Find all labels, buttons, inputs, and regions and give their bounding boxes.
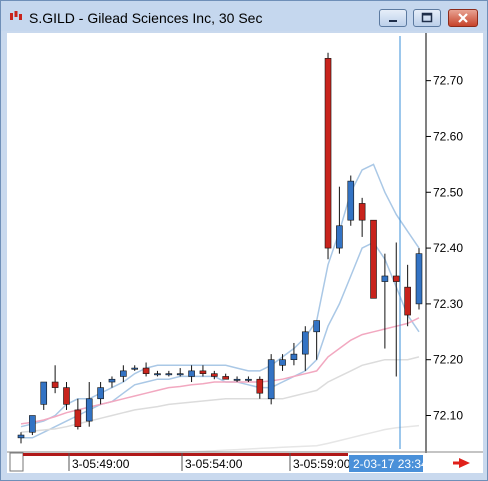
candle-body [199, 370, 207, 374]
scroll-right-arrow-icon[interactable] [453, 458, 470, 468]
price-tick-label: 72.50 [433, 185, 463, 199]
minimize-button[interactable] [379, 9, 407, 27]
price-tick-label: 72.60 [433, 129, 463, 143]
minimize-icon [389, 20, 397, 22]
title-bar[interactable]: S.GILD - Gilead Sciences Inc, 30 Sec [1, 1, 487, 31]
candle-body [97, 387, 104, 400]
chart-app-icon [10, 11, 22, 20]
candle-body [256, 378, 264, 394]
price-tick-label: 72.20 [433, 353, 463, 367]
price-tick-label: 72.40 [433, 241, 463, 255]
maximize-icon [421, 12, 433, 23]
candle-body [358, 203, 366, 221]
price-axis[interactable] [426, 33, 483, 453]
candle-body [245, 378, 252, 381]
candle-body [290, 353, 298, 361]
candle-body [154, 373, 161, 376]
candle-body [74, 409, 82, 427]
candle-body [370, 219, 377, 299]
close-button[interactable] [448, 9, 478, 27]
candle-body [211, 373, 218, 377]
time-tick-label: 3-05:59:00 [293, 457, 351, 471]
candle-body [131, 367, 139, 370]
scrollbar-track[interactable] [23, 453, 348, 456]
candle-body [336, 225, 343, 249]
moving-average-line-4 [20, 356, 420, 434]
cursor-time-badge [349, 455, 423, 472]
candles [17, 52, 423, 444]
candle-body [313, 320, 320, 333]
price-tick-label: 72.70 [433, 74, 463, 88]
scroll-left-handle[interactable] [9, 452, 24, 472]
candle-body [267, 359, 275, 400]
candle-body [233, 378, 241, 381]
moving-average-line-3 [20, 317, 420, 425]
candle-body [404, 286, 411, 316]
time-tick-label: 3-05:54:00 [185, 457, 243, 471]
cursor-time-label: 2-03-17 23:34:00 [353, 457, 445, 471]
close-icon [458, 13, 468, 23]
candle-body [392, 275, 400, 282]
price-axis-labels: 72.70 72.60 72.50 72.40 72.30 72.20 72.10 [426, 74, 463, 423]
candle-body [347, 180, 355, 221]
candle-body [63, 387, 70, 405]
candlestick-chart[interactable]: 72.70 72.60 72.50 72.40 72.30 72.20 72.10 3-05… [7, 33, 483, 473]
candle-body [51, 381, 59, 388]
candle-body [301, 331, 309, 355]
candle-body [279, 359, 286, 366]
candle-body [324, 58, 332, 249]
candle-body [165, 373, 173, 376]
price-tick-label: 72.10 [433, 409, 463, 423]
time-axis-labels: 3-05:49:00 3-05:54:00 3-05:59:00 [68, 453, 351, 471]
candle-body [415, 253, 423, 305]
candle-body [176, 373, 184, 376]
maximize-button[interactable] [413, 9, 441, 27]
candle-body [29, 415, 36, 433]
price-tick-label: 72.30 [433, 297, 463, 311]
candle-body [381, 275, 389, 282]
chart-area[interactable]: 72.70 72.60 72.50 72.40 72.30 72.20 72.10 3-05… [7, 33, 483, 473]
candle-body [222, 376, 229, 380]
window-title: S.GILD - Gilead Sciences Inc, 30 Sec [29, 10, 263, 26]
candle-body [120, 370, 127, 377]
candle-body [40, 381, 48, 405]
time-tick-label: 3-05:49:00 [72, 457, 130, 471]
candle-body [85, 398, 93, 422]
candle-body [142, 367, 150, 374]
candle-body [188, 370, 195, 377]
candle-body [17, 434, 25, 439]
candle-body [108, 378, 116, 383]
